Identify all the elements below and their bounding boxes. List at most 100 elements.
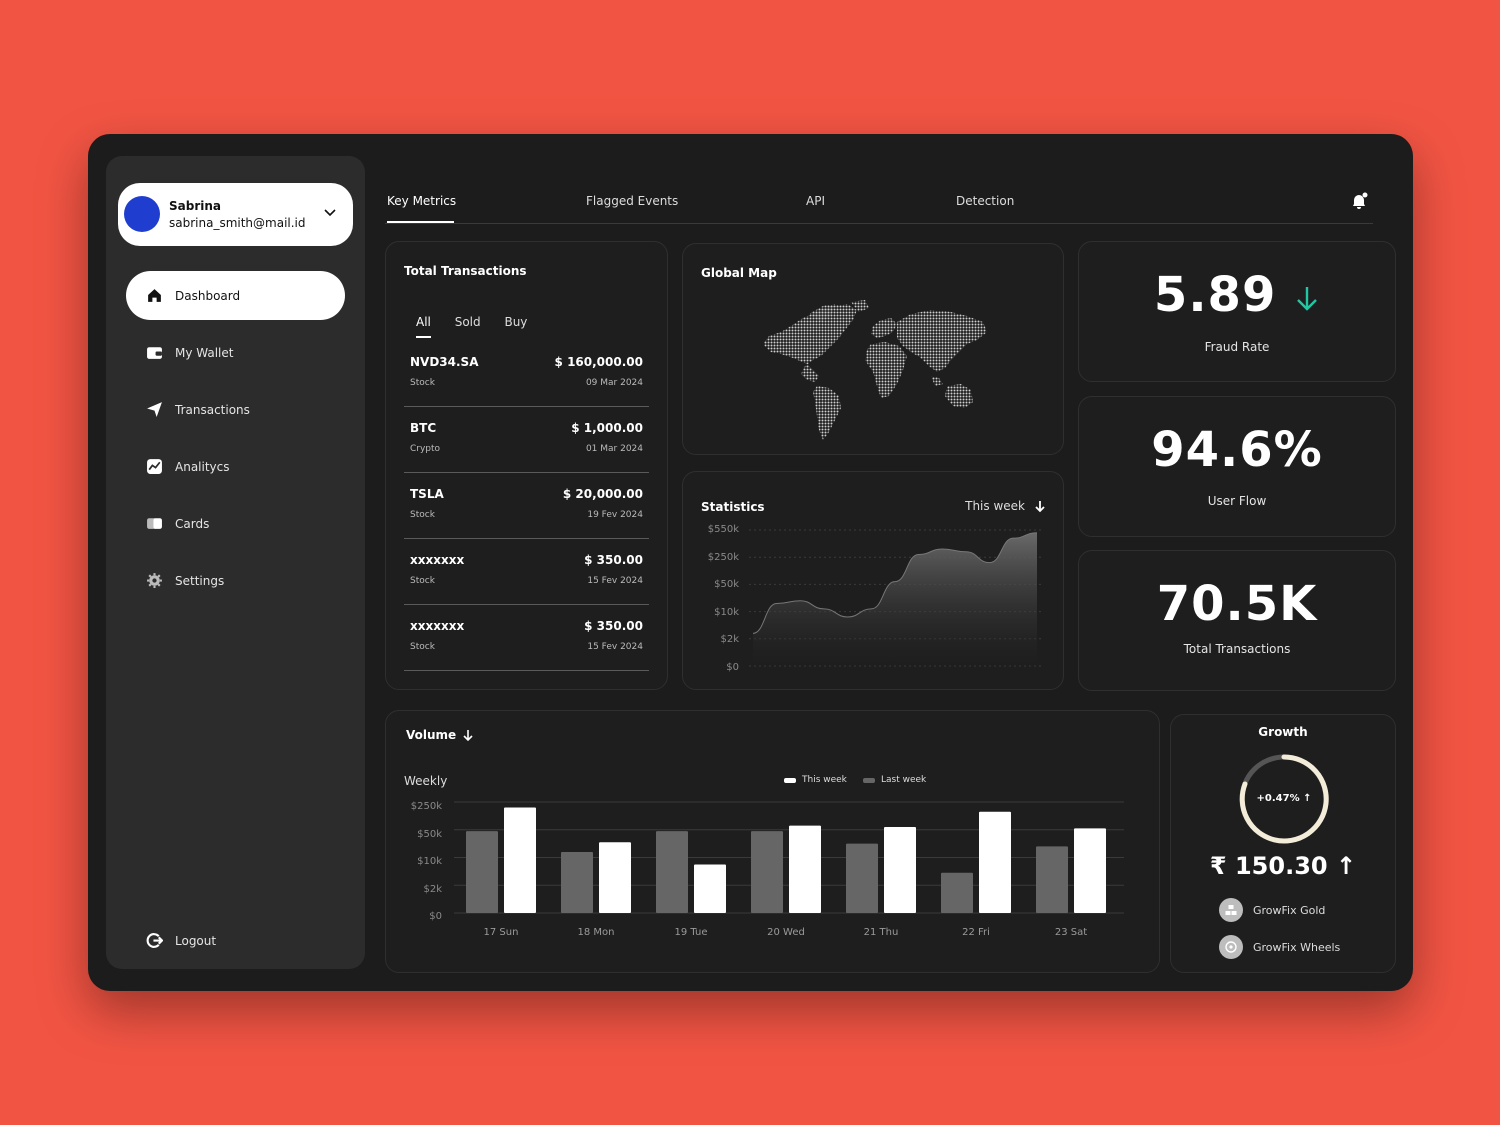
card-title: Total Transactions (404, 264, 527, 278)
app-window: Sabrina sabrina_smith@mail.id Dashboard … (88, 134, 1413, 991)
transaction-amount: $ 350.00 (584, 619, 643, 633)
y-axis-label: $2k (720, 634, 739, 645)
sidebar-item-dashboard[interactable]: Dashboard (126, 271, 345, 320)
profile-email: sabrina_smith@mail.id (169, 216, 306, 230)
y-axis-label: $0 (726, 662, 739, 673)
volume-subtitle: Weekly (404, 774, 448, 788)
wallet-icon (147, 347, 162, 359)
tab-flagged-events[interactable]: Flagged Events (586, 194, 679, 208)
total-transactions-card: 70.5K Total Transactions (1078, 550, 1396, 691)
y-axis-label: $550k (707, 524, 739, 535)
x-axis-label: 23 Sat (1054, 927, 1088, 938)
growth-item-label: GrowFix Wheels (1253, 940, 1341, 954)
volume-selector[interactable]: Volume (406, 728, 474, 742)
transaction-row[interactable]: xxxxxxx Stock $ 350.00 15 Fev 2024 (404, 539, 649, 605)
tab-key-metrics[interactable]: Key Metrics (387, 194, 457, 208)
logout-icon (146, 933, 163, 948)
transaction-row[interactable]: xxxxxxx Stock $ 350.00 15 Fev 2024 (404, 605, 649, 671)
growth-item-gold[interactable]: GrowFix Gold (1219, 898, 1325, 922)
transaction-row[interactable]: TSLA Stock $ 20,000.00 19 Fev 2024 (404, 473, 649, 539)
bar-this-week (599, 842, 631, 913)
fraud-rate-value: 5.89 (1079, 267, 1395, 323)
sidebar-item-label: Dashboard (175, 288, 241, 303)
sidebar-item-transactions[interactable]: Transactions (126, 385, 345, 434)
cards-icon (147, 518, 162, 529)
sidebar-item-analytics[interactable]: Analitycs (126, 442, 345, 491)
transaction-type: Stock (410, 378, 435, 388)
transaction-type: Crypto (410, 444, 441, 454)
y-axis-label: $50k (714, 579, 739, 590)
bar-last-week (1036, 846, 1068, 913)
growth-price-value: ₹ 150.30 (1209, 852, 1328, 880)
gold-bars-icon (1219, 898, 1243, 922)
gear-icon (147, 573, 162, 588)
home-icon (148, 289, 161, 302)
sidebar-item-label: Settings (175, 573, 225, 588)
bar-this-week (884, 826, 916, 913)
transaction-date: 19 Fev 2024 (587, 510, 643, 520)
active-tab-indicator (387, 221, 454, 223)
bar-last-week (941, 872, 973, 913)
user-flow-label: User Flow (1207, 494, 1267, 508)
bell-icon[interactable] (1349, 192, 1369, 212)
transaction-symbol: xxxxxxx (410, 553, 465, 567)
filter-sold[interactable]: Sold (454, 315, 481, 329)
volume-title: Volume (406, 728, 457, 742)
growth-item-label: GrowFix Gold (1253, 903, 1326, 917)
arrow-down-icon (463, 730, 473, 741)
x-axis-label: 22 Fri (962, 927, 990, 938)
profile-switcher[interactable]: Sabrina sabrina_smith@mail.id (118, 183, 353, 246)
legend-label: This week (802, 775, 847, 785)
transaction-filters: All Sold Buy (416, 315, 547, 338)
x-axis-label: 18 Mon (577, 927, 615, 938)
filter-buy[interactable]: Buy (504, 315, 528, 329)
world-map-image (763, 300, 987, 440)
transaction-symbol: TSLA (410, 487, 444, 501)
transaction-row[interactable]: NVD34.SA Stock $ 160,000.00 09 Mar 2024 (404, 341, 649, 407)
fraud-rate-label: Fraud Rate (1204, 340, 1270, 354)
x-axis-label: 20 Wed (767, 927, 805, 938)
total-transactions-label: Total Transactions (1183, 642, 1291, 656)
fraud-rate-number: 5.89 (1153, 267, 1277, 323)
sidebar-item-label: Cards (175, 516, 210, 531)
filter-all[interactable]: All (416, 315, 431, 338)
x-axis-label: 21 Thu (863, 927, 899, 938)
bar-last-week (656, 831, 688, 913)
bar-this-week (979, 811, 1011, 913)
arrow-up-icon: ↑ (1303, 793, 1312, 804)
growth-card: Growth +0.47% ↑ ₹ 150.30 ↑ GrowFix Gold … (1170, 714, 1396, 973)
sidebar-item-label: Transactions (175, 402, 250, 417)
card-title: Global Map (701, 266, 777, 280)
legend-swatch (784, 777, 796, 783)
logout-button[interactable]: Logout (126, 916, 345, 965)
transaction-symbol: NVD34.SA (410, 355, 479, 369)
transaction-symbol: BTC (410, 421, 437, 435)
transaction-amount: $ 1,000.00 (571, 421, 643, 435)
statistics-card: Statistics This week $550k $250k $50k $1… (682, 471, 1064, 690)
bar-this-week (789, 825, 821, 913)
x-axis-label: 17 Sun (483, 927, 519, 938)
avatar (124, 196, 160, 232)
arrow-up-icon: ↑ (1335, 852, 1357, 880)
tab-bar: Key Metrics Flagged Events API Detection (385, 192, 1373, 224)
user-flow-card: 94.6% User Flow (1078, 396, 1396, 537)
tab-api[interactable]: API (806, 194, 825, 208)
send-icon (147, 402, 162, 417)
analytics-icon (147, 459, 162, 474)
tab-detection[interactable]: Detection (956, 194, 1015, 208)
sidebar-item-wallet[interactable]: My Wallet (126, 328, 345, 377)
user-flow-value: 94.6% (1151, 422, 1323, 478)
sidebar-item-settings[interactable]: Settings (126, 556, 345, 605)
arrow-down-icon (1297, 287, 1317, 311)
period-selector[interactable]: This week (965, 499, 1047, 513)
transaction-amount: $ 350.00 (584, 553, 643, 567)
y-axis-label: $250k (410, 801, 442, 812)
sidebar-item-cards[interactable]: Cards (126, 499, 345, 548)
bar-last-week (846, 843, 878, 913)
growth-item-wheels[interactable]: GrowFix Wheels (1219, 935, 1340, 959)
legend-label: Last week (881, 775, 927, 785)
transaction-row[interactable]: BTC Crypto $ 1,000.00 01 Mar 2024 (404, 407, 649, 473)
legend-swatch (863, 777, 875, 783)
y-axis-label: $250k (707, 552, 739, 563)
growth-price: ₹ 150.30 ↑ (1171, 852, 1395, 880)
